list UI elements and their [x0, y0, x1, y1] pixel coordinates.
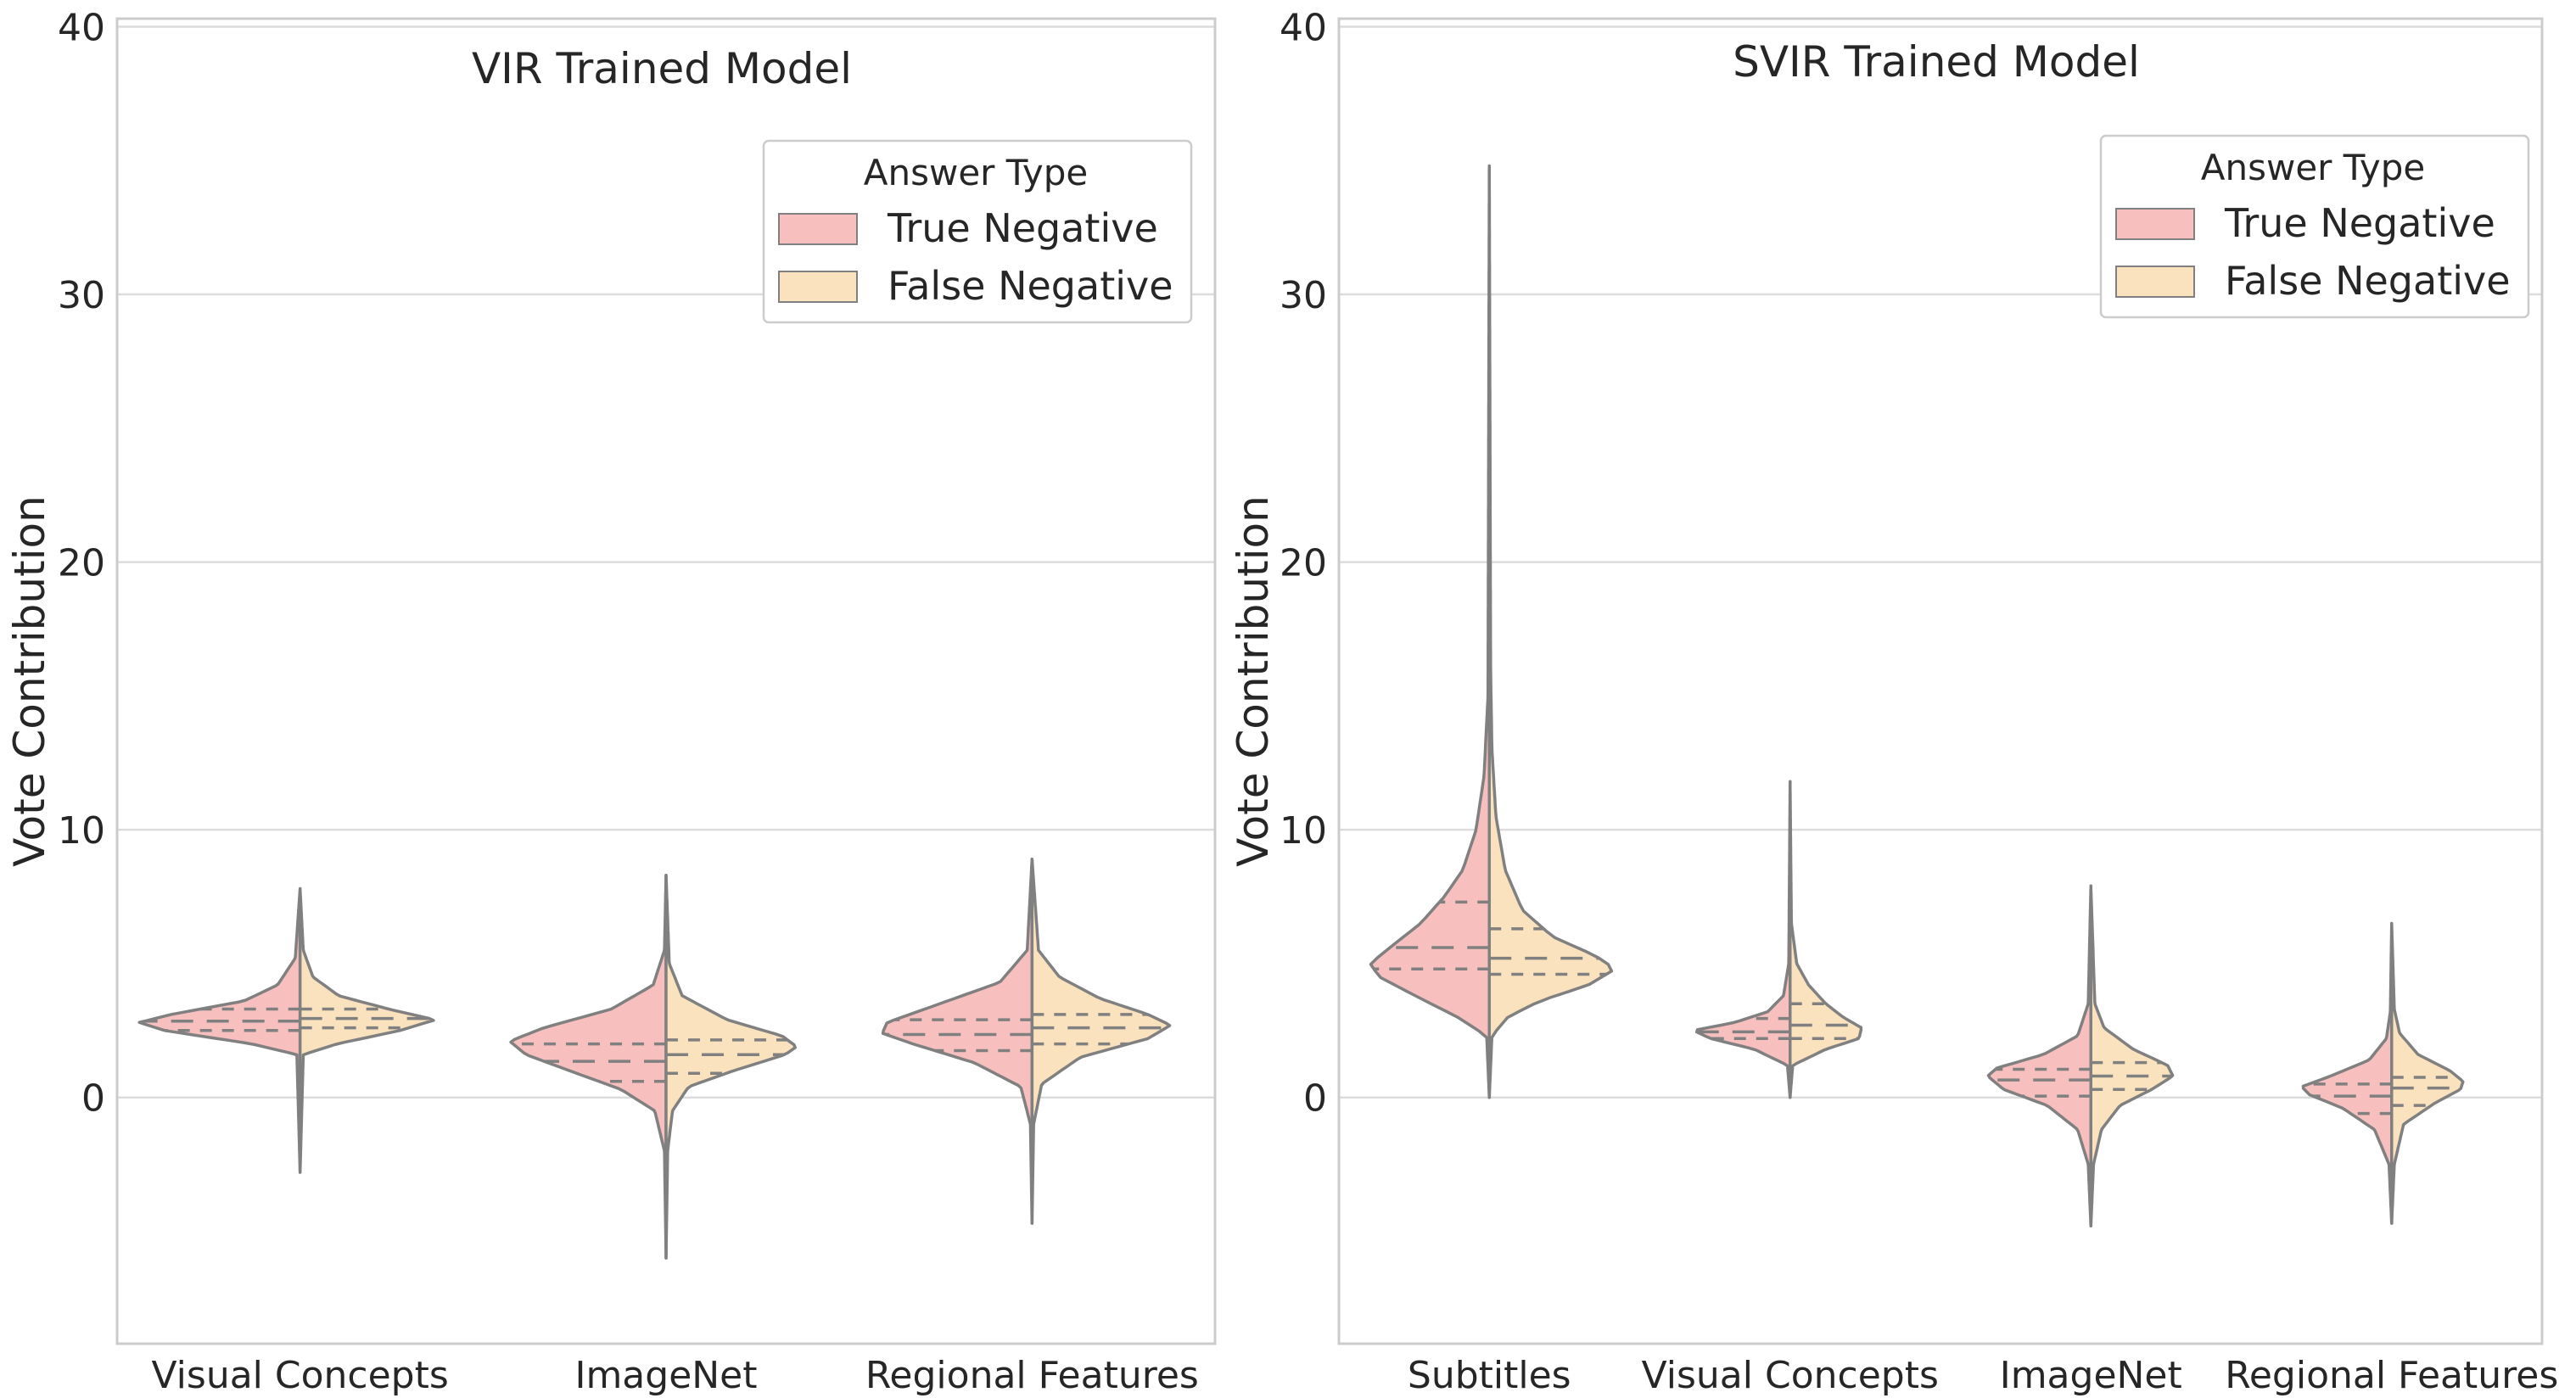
- x-tick-label-subtitles: Subtitles: [1408, 1354, 1571, 1397]
- legend-label-false-negative: False Negative: [888, 263, 1173, 309]
- legend-swatch-false-negative: [2115, 266, 2195, 298]
- violin-false-negative-imagenet: [2089, 884, 2175, 1227]
- chart-title: VIR Trained Model: [472, 44, 852, 93]
- axes-frame: [115, 17, 1217, 1345]
- violin-false-negative-subtitles: [1487, 164, 1614, 1099]
- y-tick-label-30: 30: [1280, 274, 1327, 317]
- y-tick-label-40: 40: [58, 6, 105, 49]
- legend-frame: [762, 139, 1193, 324]
- legend-title: Answer Type: [864, 152, 1089, 193]
- x-tick-label-regional-features: Regional Features: [2225, 1354, 2558, 1397]
- x-tick-label-visual-concepts: Visual Concepts: [1642, 1354, 1939, 1397]
- legend-frame: [2099, 134, 2530, 319]
- violin-false-negative-imagenet: [664, 874, 797, 1260]
- y-tick-label-0: 0: [81, 1077, 105, 1121]
- legend-swatch-true-negative: [778, 213, 858, 245]
- y-tick-labels: 0 10 20 30 40: [58, 6, 105, 1120]
- legend-swatch-true-negative: [2115, 208, 2195, 240]
- y-tick-label-40: 40: [1280, 6, 1327, 49]
- x-tick-label-regional-features: Regional Features: [865, 1354, 1199, 1397]
- violin-false-negative-regional-features: [1030, 858, 1172, 1225]
- y-tick-label-10: 10: [58, 809, 105, 853]
- legend-label-true-negative: True Negative: [887, 205, 1158, 251]
- legend-title: Answer Type: [2201, 147, 2426, 188]
- x-tick-label-imagenet: ImageNet: [574, 1354, 757, 1397]
- violin-false-negative-visual-concepts: [298, 886, 435, 1174]
- chart-title: SVIR Trained Model: [1733, 37, 2140, 87]
- y-axis-label: Vote Contribution: [1229, 495, 1278, 867]
- y-tick-label-10: 10: [1280, 809, 1327, 853]
- violins: [1369, 164, 2465, 1227]
- y-tick-label-0: 0: [1303, 1077, 1327, 1121]
- y-tick-label-20: 20: [1280, 542, 1327, 585]
- violins: [137, 858, 1172, 1260]
- x-tick-label-visual-concepts: Visual Concepts: [152, 1354, 449, 1397]
- y-axis-label: Vote Contribution: [5, 495, 54, 867]
- violin-false-negative-regional-features: [2390, 921, 2465, 1225]
- violin-false-negative-visual-concepts: [1789, 780, 1863, 1099]
- panel-svir-trained-model: 0 10 20 30 40 Subtitles Visual Concepts ImageN…: [1229, 6, 2558, 1397]
- x-tick-labels: Subtitles Visual Concepts ImageNet Regional…: [1408, 1354, 2558, 1397]
- y-tick-label-20: 20: [58, 542, 105, 585]
- legend: Answer Type True Negative False Negative: [2099, 134, 2530, 319]
- axes-frame: [1337, 17, 2544, 1345]
- legend-label-true-negative: True Negative: [2224, 200, 2495, 246]
- x-tick-label-imagenet: ImageNet: [2000, 1354, 2182, 1397]
- y-tick-labels: 0 10 20 30 40: [1280, 6, 1327, 1120]
- legend-swatch-false-negative: [778, 271, 858, 303]
- panel-vir-trained-model: 0 10 20 30 40 Visual Concepts ImageNet Regiona…: [5, 6, 1217, 1397]
- y-tick-label-30: 30: [58, 274, 105, 317]
- legend-label-false-negative: False Negative: [2225, 258, 2511, 304]
- legend: Answer Type True Negative False Negative: [762, 139, 1193, 324]
- x-tick-labels: Visual Concepts ImageNet Regional Features: [152, 1354, 1199, 1397]
